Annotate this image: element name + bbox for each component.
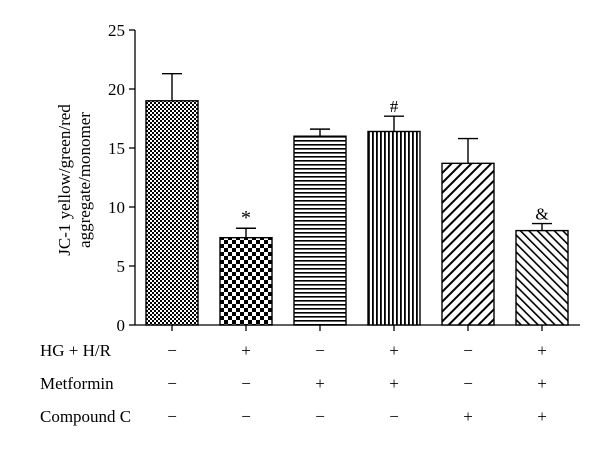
y-tick-label: 0	[117, 316, 126, 335]
condition-sign: −	[167, 341, 177, 360]
condition-sign: −	[241, 407, 251, 426]
y-tick-label: 20	[108, 80, 125, 99]
y-tick-label: 25	[108, 21, 125, 40]
y-axis-title-line-1: JC-1 yellow/green/red	[55, 104, 74, 256]
bars: * # &	[145, 72, 569, 326]
y-tick-label: 15	[108, 139, 125, 158]
bar	[515, 229, 569, 326]
condition-sign: +	[389, 341, 399, 360]
condition-sign: −	[315, 407, 325, 426]
condition-sign: −	[167, 407, 177, 426]
condition-sign: +	[315, 374, 325, 393]
significance-marker: *	[241, 207, 251, 229]
bar	[293, 135, 347, 326]
y-axis-title: JC-1 yellow/green/red aggregate/monomer	[55, 104, 94, 256]
y-axis-title-line-2: aggregate/monomer	[75, 112, 94, 248]
bar	[367, 130, 421, 326]
condition-sign: +	[537, 407, 547, 426]
bar	[219, 236, 273, 326]
condition-sign: −	[241, 374, 251, 393]
condition-sign: +	[241, 341, 251, 360]
condition-sign: −	[463, 341, 473, 360]
significance-marker: &	[535, 205, 548, 224]
bar	[145, 100, 199, 326]
bar	[441, 162, 495, 326]
condition-sign: −	[389, 407, 399, 426]
significance-marker: #	[390, 97, 399, 116]
condition-label: Metformin	[40, 374, 114, 393]
y-tick-label: 10	[108, 198, 125, 217]
condition-sign: −	[315, 341, 325, 360]
condition-sign: +	[537, 341, 547, 360]
condition-sign: −	[463, 374, 473, 393]
condition-sign: +	[537, 374, 547, 393]
condition-sign: +	[463, 407, 473, 426]
y-tick-label: 5	[117, 257, 126, 276]
axes: 0 5 10 15 20 25	[108, 21, 580, 335]
condition-table: HG + H/R − + − + − + Metformin − − + + − + Compound C −…	[40, 341, 547, 426]
condition-label: Compound C	[40, 407, 131, 426]
condition-label: HG + H/R	[40, 341, 112, 360]
condition-sign: −	[167, 374, 177, 393]
condition-sign: +	[389, 374, 399, 393]
